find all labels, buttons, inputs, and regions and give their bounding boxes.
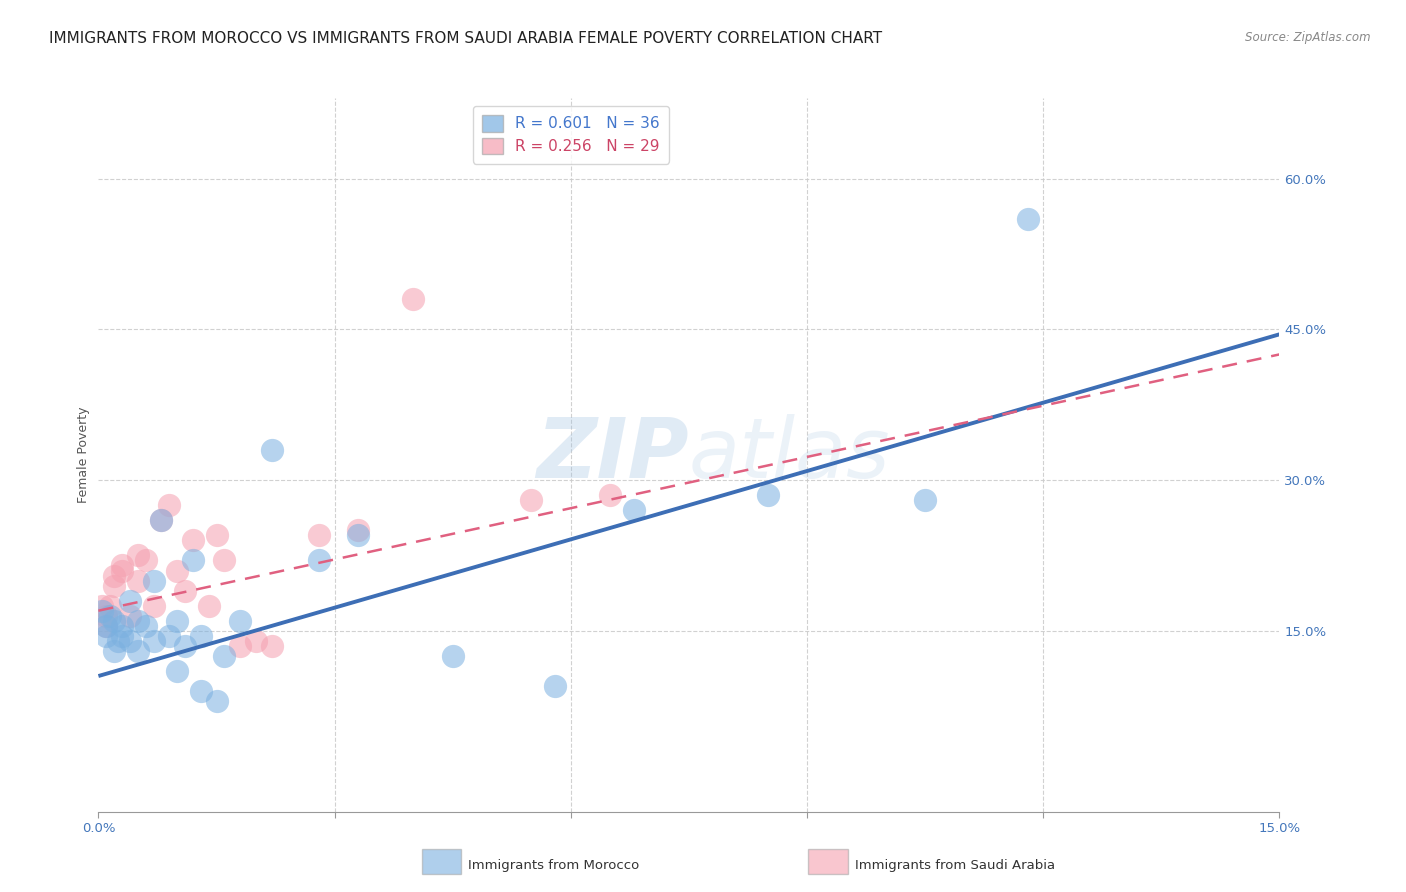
Point [127, 644, 149, 658]
Point [166, 664, 188, 678]
Point [135, 619, 157, 633]
Point [623, 503, 645, 517]
Point [214, 648, 236, 663]
Point [914, 493, 936, 508]
Point [347, 528, 370, 542]
Point [166, 614, 188, 628]
Point [91, 599, 114, 613]
Point [118, 633, 141, 648]
Point [229, 639, 252, 653]
Point [98, 608, 121, 623]
Point [544, 679, 567, 693]
Point [111, 558, 134, 573]
Text: Source: ZipAtlas.com: Source: ZipAtlas.com [1246, 31, 1371, 45]
Point [205, 694, 228, 708]
Point [103, 644, 125, 658]
Point [174, 583, 197, 598]
Y-axis label: Female Poverty: Female Poverty [77, 407, 90, 503]
Point [103, 614, 125, 628]
Point [347, 524, 370, 538]
Point [441, 648, 464, 663]
Text: Immigrants from Saudi Arabia: Immigrants from Saudi Arabia [855, 859, 1054, 871]
Text: ZIP: ZIP [536, 415, 689, 495]
Point [111, 564, 134, 578]
Point [1017, 211, 1039, 226]
Point [190, 684, 212, 698]
Point [308, 553, 330, 567]
Point [96, 619, 118, 633]
Point [118, 608, 141, 623]
Point [157, 629, 180, 643]
Point [402, 292, 425, 306]
Point [103, 578, 125, 592]
Text: atlas: atlas [689, 415, 890, 495]
Point [197, 599, 219, 613]
Point [96, 608, 118, 623]
Point [107, 633, 129, 648]
Point [166, 564, 188, 578]
Point [142, 599, 165, 613]
Point [127, 549, 149, 563]
Point [260, 442, 283, 457]
Point [111, 619, 134, 633]
Point [96, 619, 118, 633]
Point [150, 513, 173, 527]
Point [181, 553, 204, 567]
Point [98, 599, 121, 613]
Point [142, 633, 165, 648]
Point [260, 639, 283, 653]
Point [157, 498, 180, 512]
Point [205, 528, 228, 542]
Point [245, 633, 267, 648]
Point [520, 493, 543, 508]
Point [96, 629, 118, 643]
Text: IMMIGRANTS FROM MOROCCO VS IMMIGRANTS FROM SAUDI ARABIA FEMALE POVERTY CORRELATI: IMMIGRANTS FROM MOROCCO VS IMMIGRANTS FR… [49, 31, 883, 46]
Point [756, 488, 779, 502]
Point [214, 553, 236, 567]
Point [91, 604, 114, 618]
Point [142, 574, 165, 588]
Point [181, 533, 204, 548]
Point [127, 614, 149, 628]
Point [127, 574, 149, 588]
Point [103, 568, 125, 582]
Legend: R = 0.601   N = 36, R = 0.256   N = 29: R = 0.601 N = 36, R = 0.256 N = 29 [472, 106, 669, 163]
Point [118, 593, 141, 607]
Point [190, 629, 212, 643]
Point [150, 513, 173, 527]
Point [174, 639, 197, 653]
Point [599, 488, 621, 502]
Point [229, 614, 252, 628]
Point [135, 553, 157, 567]
Point [111, 629, 134, 643]
Point [308, 528, 330, 542]
Text: Immigrants from Morocco: Immigrants from Morocco [468, 859, 640, 871]
